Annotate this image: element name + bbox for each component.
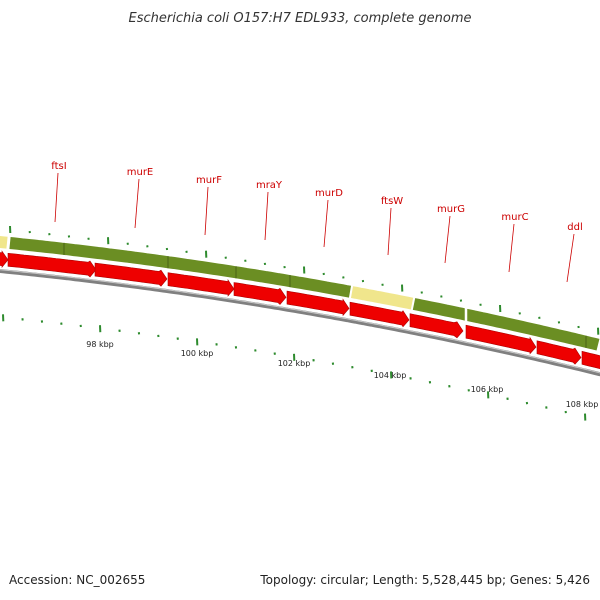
cds-arrow [581,350,600,370]
backbone-ring [0,268,600,377]
gene-leader-line [444,215,451,264]
gene-leader-line [204,186,209,236]
gene-leader-line [264,191,269,241]
gene-label: murF [196,175,222,186]
gene-leader-line [566,233,575,283]
kbp-label-group: 98 kbp 100 kbp 102 kbp 104 kbp 106 kbp 108 kb… [86,340,598,409]
lower-tick-ring [2,314,587,421]
feature-ring [0,235,600,351]
kbp-label: 102 kbp [278,359,311,368]
gene-label-group: ftsI murE murF mraY murD ftsW murG murC ddl [51,161,583,283]
kbp-label: 100 kbp [181,349,214,358]
cds-arrow [7,252,97,278]
gene-label: mraY [256,180,283,191]
feature-segment-yellow [350,286,414,310]
cds-arrow [94,262,168,287]
cds-arrow-ring [0,250,600,370]
gene-label: ftsW [381,196,403,207]
kbp-label: 98 kbp [86,340,114,349]
kbp-label: 106 kbp [471,385,504,394]
feature-segment-green [9,237,352,298]
gene-label: murC [501,212,528,223]
cds-arrow [286,290,350,317]
kbp-label: 108 kbp [566,400,599,409]
accession-text: Accession: NC_002655 [9,573,146,587]
gene-leader-line [134,178,140,229]
gene-leader-line [387,207,392,256]
kbp-label: 104 kbp [374,371,407,380]
cds-arrow [465,324,537,355]
gene-label: murG [437,204,465,215]
cds-arrow [349,301,410,328]
upper-tick-ring [9,225,600,335]
feature-segment-green [412,298,600,351]
backbone-highlight [0,269,600,374]
cds-arrow [409,313,464,339]
cds-arrow [0,250,9,269]
gene-label: ddl [567,222,582,233]
gene-label: murD [315,188,343,199]
gene-label: murE [127,167,154,178]
gene-leader-line [508,223,515,273]
gene-leader-line [54,172,59,223]
cds-arrow [167,272,235,297]
gene-label: ftsI [51,161,66,172]
feature-segment-yellow [0,235,8,249]
backbone-line [0,268,600,377]
cds-arrow [233,282,287,305]
map-title: Escherichia coli O157:H7 EDL933, complet… [129,11,472,26]
gene-leader-line [323,199,329,248]
genome-summary-text: Topology: circular; Length: 5,528,445 bp… [260,573,590,587]
cds-arrow [536,340,582,365]
